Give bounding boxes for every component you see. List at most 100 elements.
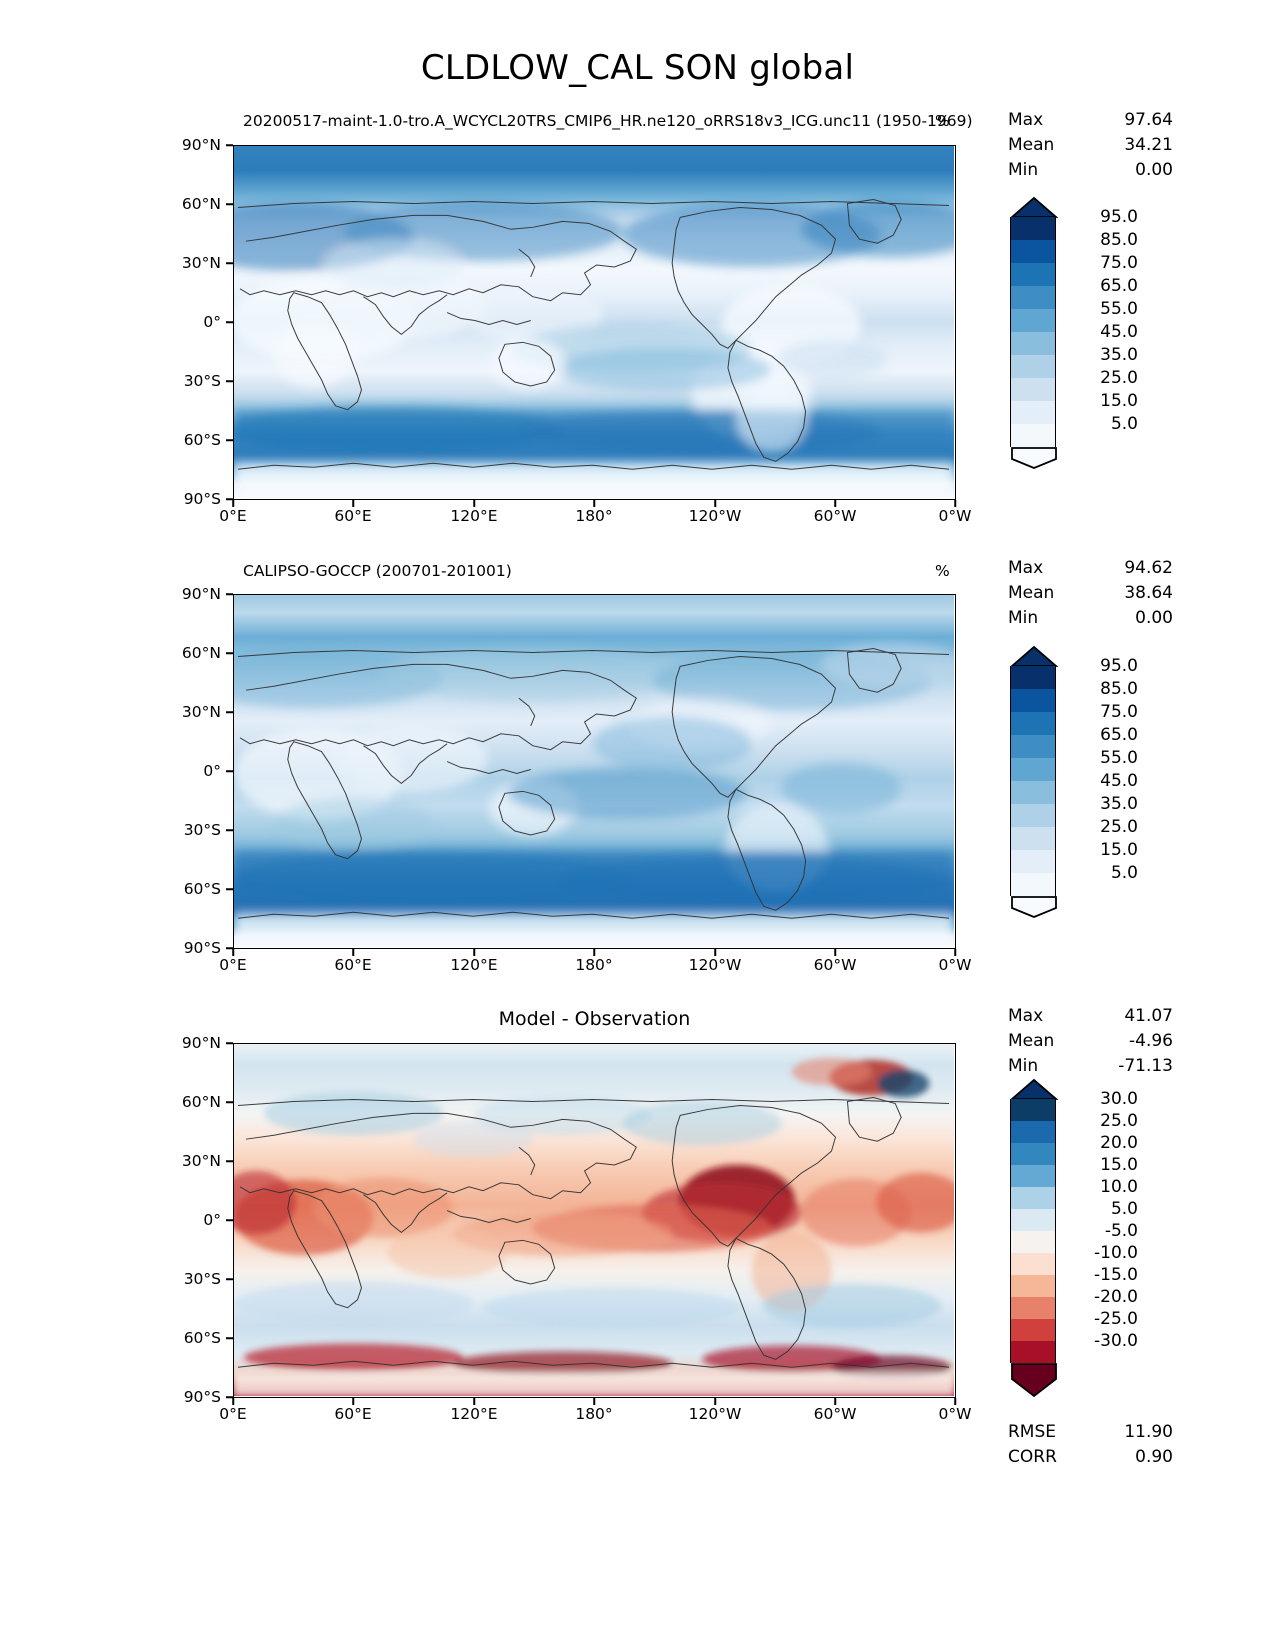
ytick-mark <box>226 593 233 595</box>
xtick-label: 60°E <box>334 1405 372 1423</box>
xtick-label: 120°W <box>688 956 742 974</box>
xtick-mark <box>473 500 475 507</box>
stat-value: 41.07 <box>1124 1006 1173 1026</box>
xtick-label: 120°W <box>688 1405 742 1423</box>
colorbar-segment <box>1010 1099 1056 1121</box>
colorbar-body <box>1010 666 1056 896</box>
colorbar-segment <box>1010 1143 1056 1165</box>
ytick-label: 90°S <box>183 490 221 508</box>
colorbar-segment <box>1010 827 1056 850</box>
stat-value: 0.00 <box>1135 160 1173 180</box>
colorbar-label: 20.0 <box>1100 1133 1138 1153</box>
colorbar-label: 25.0 <box>1100 1111 1138 1131</box>
stat-label: Min <box>1008 1056 1039 1076</box>
ytick-mark <box>226 144 233 146</box>
ytick-label: 60°N <box>181 644 221 662</box>
xtick-label: 60°E <box>334 956 372 974</box>
stat-row: Min -71.13 <box>1008 1054 1173 1079</box>
xtick-label: 120°E <box>450 956 498 974</box>
ytick-label: 90°S <box>183 939 221 957</box>
xtick-label: 0°W <box>938 1405 972 1423</box>
colorbar-segment <box>1010 1231 1056 1253</box>
difference-stats: Max 41.07 Mean -4.96 Min -71.13 <box>1008 1004 1173 1079</box>
colorbar-segment <box>1010 1297 1056 1319</box>
ytick-mark <box>226 380 233 382</box>
ytick-label: 90°N <box>181 1034 221 1052</box>
model-panel-title: 20200517-maint-1.0-tro.A_WCYCL20TRS_CMIP… <box>243 112 973 130</box>
ytick-mark <box>226 1101 233 1103</box>
xtick-label: 0°E <box>219 956 247 974</box>
colorbar-segment <box>1010 1187 1056 1209</box>
colorbar-label: -25.0 <box>1094 1309 1138 1329</box>
colorbar-extend-top-arrow <box>1010 1078 1059 1100</box>
colorbar-label: 45.0 <box>1100 322 1138 342</box>
colorbar-label: -5.0 <box>1104 1221 1138 1241</box>
xtick-mark <box>714 1398 716 1405</box>
xtick-mark <box>714 949 716 956</box>
stat-label: Mean <box>1008 583 1055 603</box>
colorbar-label: 65.0 <box>1100 276 1138 296</box>
colorbar-segment <box>1010 263 1056 286</box>
xtick-mark <box>232 1398 234 1405</box>
colorbar-segment <box>1010 240 1056 263</box>
xtick-mark <box>954 949 956 956</box>
ytick-label: 60°S <box>183 431 221 449</box>
ytick-label: 30°S <box>183 1270 221 1288</box>
xtick-mark <box>232 500 234 507</box>
stat-row: Min 0.00 <box>1008 606 1173 631</box>
ytick-mark <box>226 711 233 713</box>
ytick-mark <box>226 1396 233 1398</box>
difference-y-axis: 90°N 60°N 30°N 0° 30°S 60°S 90°S <box>182 1034 956 1406</box>
ytick-mark <box>226 262 233 264</box>
stat-value: 0.00 <box>1135 608 1173 628</box>
difference-map <box>233 1043 956 1398</box>
xtick-label: 180° <box>575 1405 613 1423</box>
colorbar-segment <box>1010 378 1056 401</box>
observation-field <box>234 595 954 947</box>
xtick-label: 120°W <box>688 507 742 525</box>
colorbar-segment <box>1010 424 1056 447</box>
stat-label: Mean <box>1008 135 1055 155</box>
colorbar-label: 35.0 <box>1100 794 1138 814</box>
colorbar-label: 85.0 <box>1100 230 1138 250</box>
colorbar-label: 55.0 <box>1100 748 1138 768</box>
xtick-label: 0°E <box>219 507 247 525</box>
stat-value: -71.13 <box>1118 1056 1173 1076</box>
difference-panel-title: Model - Observation <box>498 1008 691 1030</box>
observation-x-axis: 0°E 60°E 120°E 180° 120°W 60°W 0°W <box>219 949 971 979</box>
ytick-mark <box>226 321 233 323</box>
xtick-mark <box>352 500 354 507</box>
observation-map <box>233 594 956 949</box>
colorbar-label: -30.0 <box>1094 1331 1138 1351</box>
colorbar-label: 55.0 <box>1100 299 1138 319</box>
colorbar-segment <box>1010 1275 1056 1297</box>
metric-value: 11.90 <box>1124 1422 1173 1442</box>
model-x-axis: 0°E 60°E 120°E 180° 120°W 60°W 0°W <box>219 500 971 530</box>
metric-row: RMSE 11.90 <box>1008 1420 1173 1445</box>
colorbar-label: 25.0 <box>1100 368 1138 388</box>
page-title: CLDLOW_CAL SON global <box>420 48 855 88</box>
colorbar-segment <box>1010 355 1056 378</box>
xtick-label: 120°E <box>450 507 498 525</box>
colorbar-label: 85.0 <box>1100 679 1138 699</box>
ytick-mark <box>226 1160 233 1162</box>
stat-value: 94.62 <box>1124 558 1173 578</box>
xtick-label: 60°W <box>813 507 857 525</box>
xtick-mark <box>954 1398 956 1405</box>
xtick-label: 0°W <box>938 507 972 525</box>
stat-label: Max <box>1008 1006 1044 1026</box>
colorbar-segment <box>1010 873 1056 896</box>
ytick-label: 60°N <box>181 195 221 213</box>
xtick-mark <box>593 1398 595 1405</box>
xtick-mark <box>352 949 354 956</box>
colorbar-label: 15.0 <box>1100 840 1138 860</box>
ytick-label: 0° <box>203 1211 221 1229</box>
stat-row: Mean -4.96 <box>1008 1029 1173 1054</box>
xtick-mark <box>714 500 716 507</box>
colorbar-segment <box>1010 401 1056 424</box>
colorbar-body <box>1010 217 1056 447</box>
xtick-label: 0°E <box>219 1405 247 1423</box>
xtick-mark <box>473 1398 475 1405</box>
ytick-label: 30°S <box>183 821 221 839</box>
stat-label: Mean <box>1008 1031 1055 1051</box>
